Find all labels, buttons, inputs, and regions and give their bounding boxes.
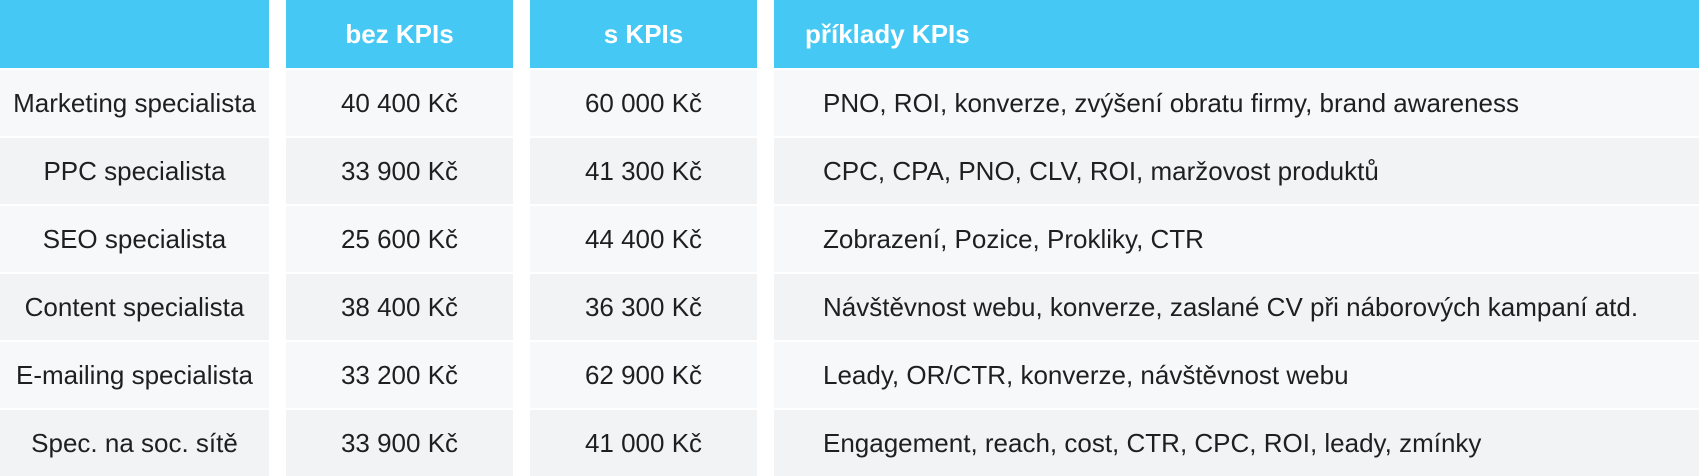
- row-role: Content specialista: [0, 274, 269, 340]
- row-salary-without-kpis: 40 400 Kč: [286, 70, 513, 136]
- row-salary-with-kpis: 41 000 Kč: [530, 410, 757, 476]
- row-kpi-examples: CPC, CPA, PNO, CLV, ROI, maržovost produ…: [774, 138, 1699, 204]
- row-salary-without-kpis: 33 200 Kč: [286, 342, 513, 408]
- row-salary-with-kpis: 36 300 Kč: [530, 274, 757, 340]
- row-salary-without-kpis: 33 900 Kč: [286, 410, 513, 476]
- row-salary-with-kpis: 62 900 Kč: [530, 342, 757, 408]
- header-empty-cell: [0, 0, 269, 68]
- row-salary-without-kpis: 33 900 Kč: [286, 138, 513, 204]
- header-without-kpis: bez KPIs: [286, 0, 513, 68]
- row-salary-without-kpis: 38 400 Kč: [286, 274, 513, 340]
- row-kpi-examples: Leady, OR/CTR, konverze, návštěvnost web…: [774, 342, 1699, 408]
- row-kpi-examples: Zobrazení, Pozice, Prokliky, CTR: [774, 206, 1699, 272]
- row-salary-without-kpis: 25 600 Kč: [286, 206, 513, 272]
- row-kpi-examples: Návštěvnost webu, konverze, zaslané CV p…: [774, 274, 1699, 340]
- row-salary-with-kpis: 60 000 Kč: [530, 70, 757, 136]
- row-role: Marketing specialista: [0, 70, 269, 136]
- row-salary-with-kpis: 41 300 Kč: [530, 138, 757, 204]
- row-role: SEO specialista: [0, 206, 269, 272]
- row-kpi-examples: Engagement, reach, cost, CTR, CPC, ROI, …: [774, 410, 1699, 476]
- row-salary-with-kpis: 44 400 Kč: [530, 206, 757, 272]
- header-with-kpis: s KPIs: [530, 0, 757, 68]
- row-role: E-mailing specialista: [0, 342, 269, 408]
- row-kpi-examples: PNO, ROI, konverze, zvýšení obratu firmy…: [774, 70, 1699, 136]
- row-role: Spec. na soc. sítě: [0, 410, 269, 476]
- header-kpi-examples: příklady KPIs: [774, 0, 1699, 68]
- row-role: PPC specialista: [0, 138, 269, 204]
